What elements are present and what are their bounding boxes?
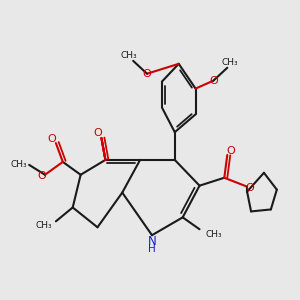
Text: O: O: [93, 128, 102, 138]
Text: O: O: [209, 76, 218, 85]
Text: N: N: [148, 235, 156, 248]
Text: H: H: [148, 244, 156, 254]
Text: CH₃: CH₃: [222, 58, 238, 67]
Text: O: O: [246, 183, 254, 193]
Text: CH₃: CH₃: [206, 230, 222, 239]
Text: CH₃: CH₃: [11, 160, 27, 169]
Text: O: O: [38, 171, 46, 181]
Text: O: O: [227, 146, 236, 156]
Text: O: O: [47, 134, 56, 144]
Text: CH₃: CH₃: [35, 221, 52, 230]
Text: CH₃: CH₃: [121, 51, 137, 60]
Text: O: O: [143, 69, 152, 79]
